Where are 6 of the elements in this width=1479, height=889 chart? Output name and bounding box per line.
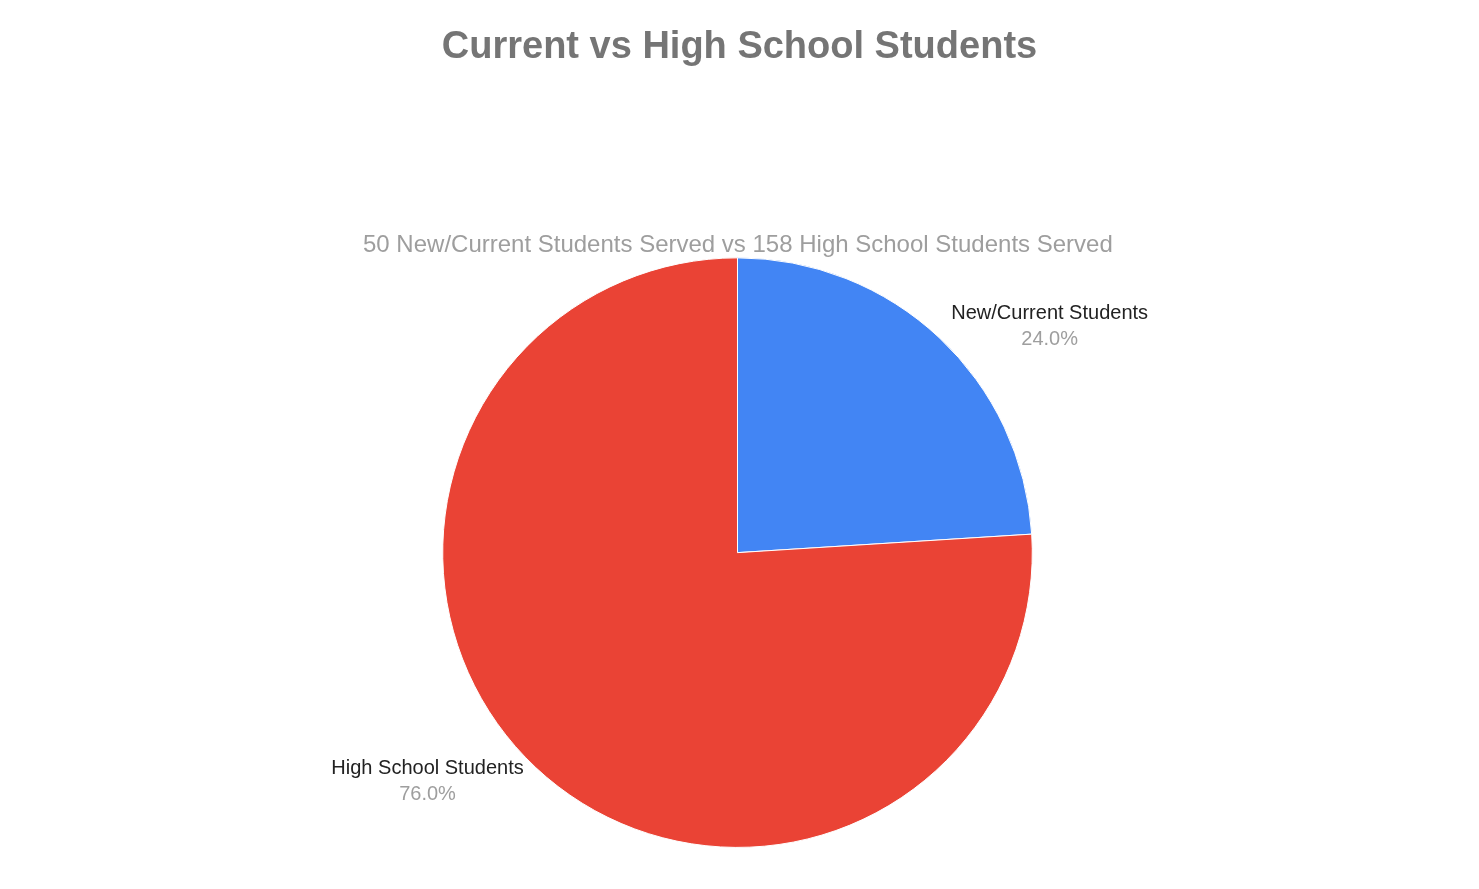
chart-subtitle: 50 New/Current Students Served vs 158 High School Students Served <box>363 230 1113 257</box>
slice-label: High School Students <box>331 756 524 779</box>
slice-label: New/Current Students <box>951 300 1149 323</box>
chart-title: Current vs High School Students <box>441 24 1038 67</box>
data-label: 24.0% <box>1021 326 1079 349</box>
data-label: 76.0% <box>399 782 457 805</box>
